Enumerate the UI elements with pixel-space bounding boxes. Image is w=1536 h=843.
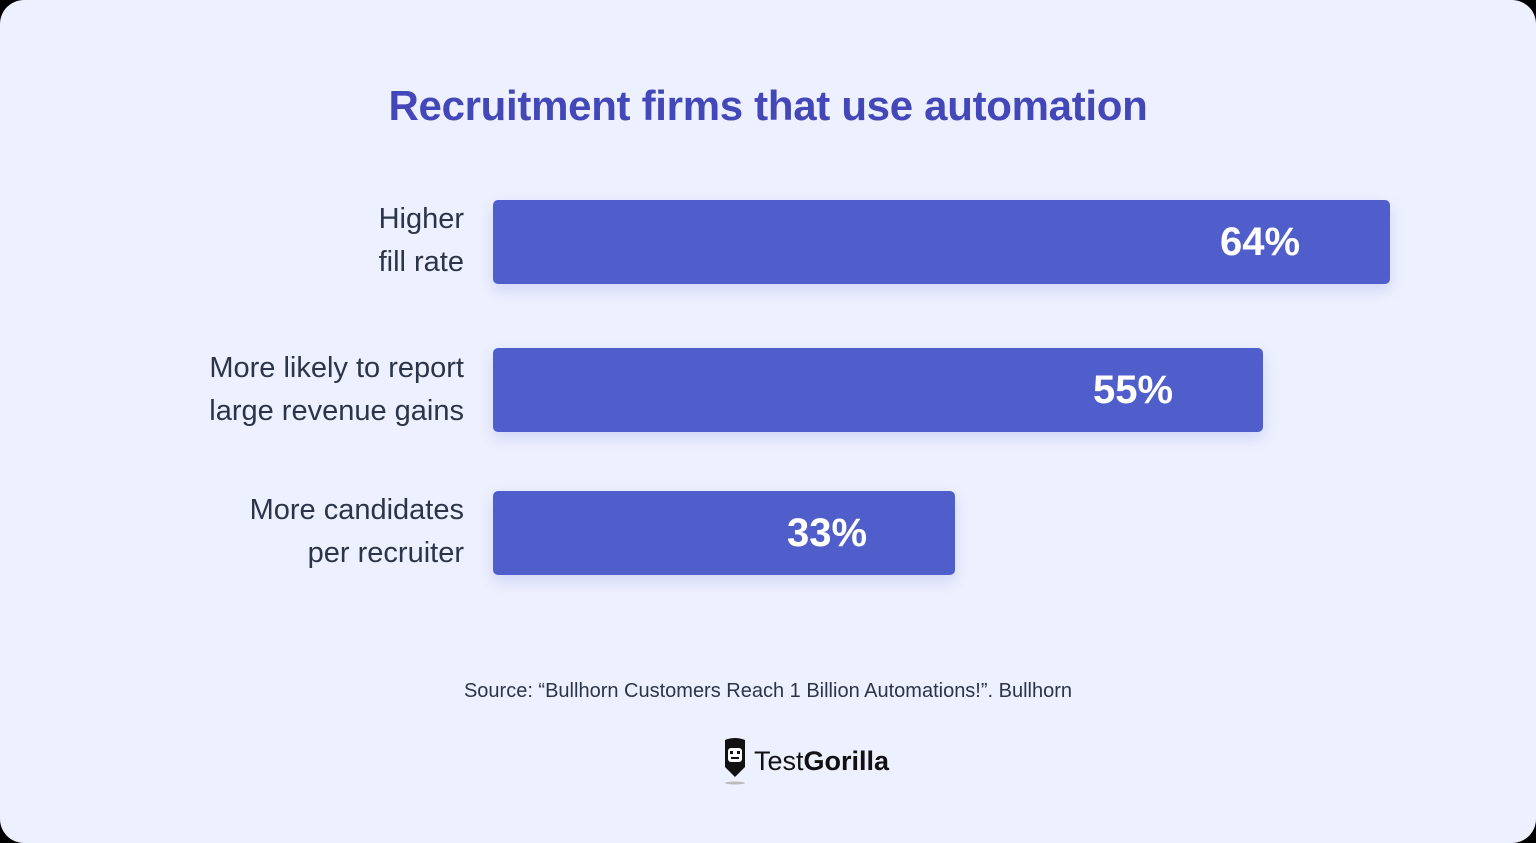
gorilla-icon <box>725 738 745 785</box>
bar-higher-fill-rate: 64% <box>493 200 1390 284</box>
bar-label-line: per recruiter <box>307 537 464 569</box>
logo-text: TestGorilla <box>754 745 890 776</box>
bar-label: More likely to report large revenue gain… <box>80 347 464 433</box>
chart-title: Recruitment firms that use automation <box>388 82 1148 129</box>
bar-label: Higher fill rate <box>80 198 464 284</box>
bar-revenue-gains: 55% <box>493 348 1263 432</box>
bar-label-line: Higher <box>378 203 464 235</box>
bar-label: More candidates per recruiter <box>80 489 464 575</box>
bar-value: 33% <box>787 511 868 555</box>
bar-value: 55% <box>1093 368 1174 412</box>
source-citation: Source: “Bullhorn Customers Reach 1 Bill… <box>463 680 1073 702</box>
bar-label-line: More likely to report <box>209 352 464 384</box>
testgorilla-logo: TestGorilla <box>722 736 889 786</box>
bar-label-line: fill rate <box>378 246 464 278</box>
bar-candidates-per-recruiter: 33% <box>493 491 955 575</box>
bar-value: 64% <box>1220 220 1301 264</box>
bar-label-line: More candidates <box>249 494 464 526</box>
bar-label-line: large revenue gains <box>209 395 464 427</box>
